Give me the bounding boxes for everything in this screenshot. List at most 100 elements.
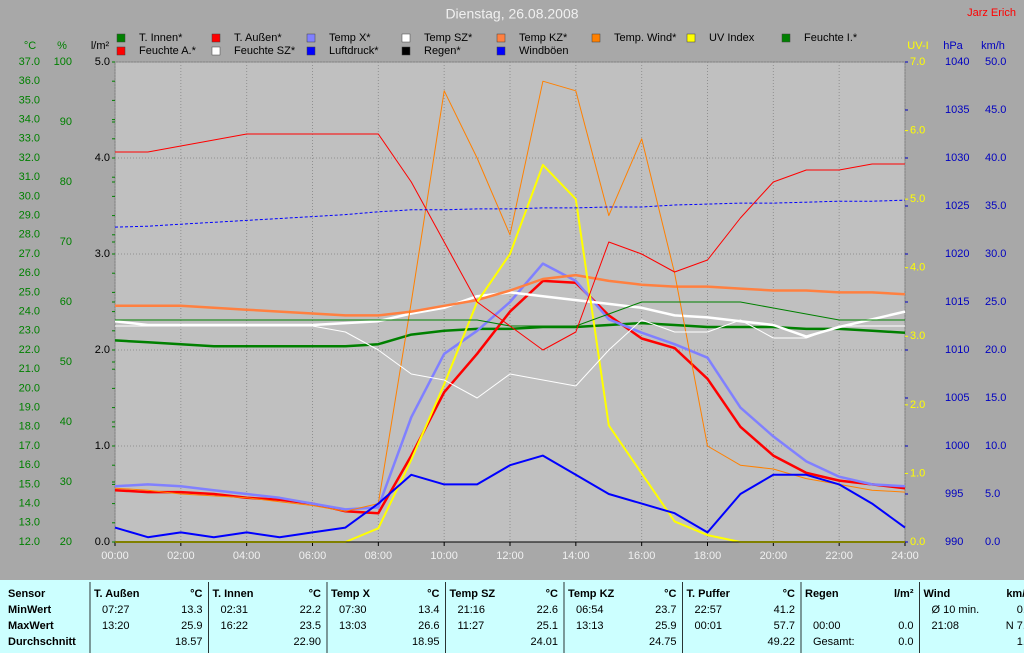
y-tick-label: 5.0 (910, 193, 925, 205)
legend-label: Temp. Wind* (614, 32, 677, 44)
y-tick-label: 27.0 (19, 248, 40, 260)
legend-label: Feuchte SZ* (234, 45, 296, 57)
cell: 41.2 (774, 604, 795, 616)
cell: 23.5 (300, 620, 321, 632)
y-tick-label: 1005 (945, 392, 969, 404)
cell: 13:03 (339, 620, 367, 632)
x-tick-label: 16:00 (628, 550, 656, 562)
legend-label: T. Außen* (234, 32, 282, 44)
y-tick-label: 23.0 (19, 325, 40, 337)
y-tick-label: 17.0 (19, 440, 40, 452)
cell: 13.4 (418, 604, 439, 616)
row-label: Sensor (8, 588, 46, 600)
cell: 21:08 (932, 620, 960, 632)
cell: 26.6 (418, 620, 439, 632)
y-tick-label: 13.0 (19, 517, 40, 529)
y-tick-label: 31.0 (19, 171, 40, 183)
column-header: Regen (805, 588, 839, 600)
y-tick-label: 1015 (945, 296, 969, 308)
column-unit: °C (664, 588, 676, 600)
y-tick-label: 32.0 (19, 152, 40, 164)
y-tick-label: 6.0 (910, 124, 925, 136)
legend-label: Temp KZ* (519, 32, 568, 44)
y-tick-label: 1040 (945, 56, 969, 68)
y-tick-label: 4.0 (95, 152, 110, 164)
y-tick-label: 60 (60, 296, 72, 308)
y-tick-label: 0.0 (985, 536, 1000, 548)
cell: 0.8 (1017, 604, 1024, 616)
cell: 11:27 (458, 620, 485, 632)
y-tick-label: 22.0 (19, 344, 40, 356)
series-line (114, 321, 906, 348)
y-tick-label: 15.0 (985, 392, 1006, 404)
y-tick-label: 18.0 (19, 421, 40, 433)
legend-swatch (211, 46, 221, 56)
y-tick-label: 1025 (945, 200, 969, 212)
column-unit: l/m² (894, 588, 914, 600)
y-tick-label: 15.0 (19, 478, 40, 490)
y-tick-label: 45.0 (985, 104, 1006, 116)
cell: 22.6 (537, 604, 558, 616)
cell: Gesamt: (813, 636, 855, 648)
x-tick-label: 12:00 (496, 550, 524, 562)
column-unit: °C (190, 588, 202, 600)
cell: 07:30 (339, 604, 367, 616)
legend-label: UV Index (709, 32, 755, 44)
series-line (114, 454, 906, 539)
legend-label: T. Innen* (139, 32, 183, 44)
legend-label: Temp X* (329, 32, 371, 44)
legend-swatch (116, 46, 126, 56)
column-header: Temp X (331, 588, 371, 600)
y-tick-label: 20.0 (19, 382, 40, 394)
y-tick-label: 37.0 (19, 56, 40, 68)
x-tick-label: 20:00 (760, 550, 788, 562)
legend-swatch (401, 46, 411, 56)
y-tick-label: 30.0 (19, 190, 40, 202)
cell: 18.95 (412, 636, 440, 648)
row-label: MinWert (8, 604, 52, 616)
cell: 1.9 (1017, 636, 1024, 648)
x-tick-label: 14:00 (562, 550, 590, 562)
y-tick-label: 4.0 (910, 262, 925, 274)
y-tick-label: 26.0 (19, 267, 40, 279)
cell: 22.2 (300, 604, 321, 616)
y-tick-label: 36.0 (19, 75, 40, 87)
y-tick-label: 5.0 (985, 488, 1000, 500)
y-tick-label: 1020 (945, 248, 969, 260)
y-tick-label: 20 (60, 536, 72, 548)
axis-unit: hPa (943, 40, 963, 52)
row-label: Durchschnitt (8, 636, 76, 648)
axis-unit: l/m² (91, 40, 110, 52)
y-tick-label: 12.0 (19, 536, 40, 548)
cell: 13:20 (102, 620, 130, 632)
x-tick-label: 24:00 (891, 550, 919, 562)
y-tick-label: 20.0 (985, 344, 1006, 356)
column-unit: °C (783, 588, 795, 600)
y-tick-label: 1000 (945, 440, 969, 452)
column-unit: °C (309, 588, 321, 600)
cell: 21:16 (458, 604, 486, 616)
y-tick-label: 30 (60, 476, 72, 488)
legend-swatch (496, 46, 506, 56)
legend-swatch (496, 33, 506, 43)
y-tick-label: 34.0 (19, 114, 40, 126)
y-tick-label: 3.0 (95, 248, 110, 260)
cell: 18.57 (175, 636, 203, 648)
y-tick-label: 2.0 (910, 399, 925, 411)
y-tick-label: 1030 (945, 152, 969, 164)
y-tick-label: 1.0 (95, 440, 110, 452)
series-line (114, 80, 906, 512)
cell: 24.75 (649, 636, 677, 648)
cell: 02:31 (221, 604, 249, 616)
cell: 22:57 (695, 604, 723, 616)
series-line (115, 319, 905, 399)
x-tick-label: 18:00 (694, 550, 722, 562)
cell: 13:13 (576, 620, 604, 632)
column-unit: °C (427, 588, 439, 600)
y-tick-label: 10.0 (985, 440, 1006, 452)
legend-label: Feuchte A.* (139, 45, 197, 57)
y-tick-label: 90 (60, 116, 72, 128)
cell: 0.0 (898, 620, 913, 632)
cell: Ø 10 min. (932, 604, 980, 616)
